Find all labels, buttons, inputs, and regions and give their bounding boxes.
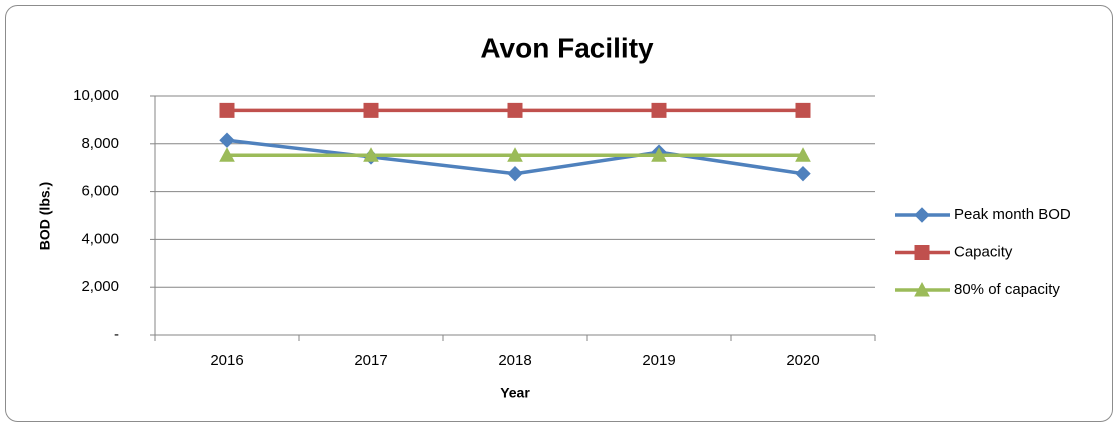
x-tick-label: 2018 — [498, 352, 531, 369]
data-point — [651, 147, 667, 162]
data-point — [507, 102, 523, 118]
x-tick-label: 2019 — [642, 352, 675, 369]
data-point — [795, 147, 811, 162]
legend-marker — [914, 207, 930, 223]
legend-label: Peak month BOD — [954, 206, 1071, 223]
chart-title: Avon Facility — [480, 32, 654, 63]
data-point — [795, 165, 811, 182]
data-point — [795, 102, 811, 118]
y-tick-label: 6,000 — [81, 183, 119, 200]
data-point — [363, 147, 379, 162]
data-point — [507, 165, 523, 182]
y-tick-label: - — [114, 326, 119, 343]
legend-label: Capacity — [954, 243, 1013, 260]
y-tick-label: 10,000 — [73, 87, 119, 104]
x-tick-label: 2020 — [786, 352, 819, 369]
y-tick-label: 2,000 — [81, 278, 119, 295]
x-tick-label: 2017 — [354, 352, 387, 369]
legend-label: 80% of capacity — [954, 281, 1060, 298]
data-point — [363, 102, 379, 118]
x-tick-label: 2016 — [210, 352, 243, 369]
y-tick-label: 4,000 — [81, 230, 119, 247]
legend-marker — [914, 245, 930, 260]
y-tick-label: 8,000 — [81, 135, 119, 152]
data-point — [219, 147, 235, 162]
y-axis-title: BOD (lbs.) — [37, 182, 53, 250]
data-point — [507, 147, 523, 162]
data-point — [651, 102, 667, 118]
x-axis-title: Year — [500, 385, 530, 401]
data-point — [219, 102, 235, 118]
data-point — [219, 132, 235, 148]
legend-marker — [914, 281, 930, 297]
